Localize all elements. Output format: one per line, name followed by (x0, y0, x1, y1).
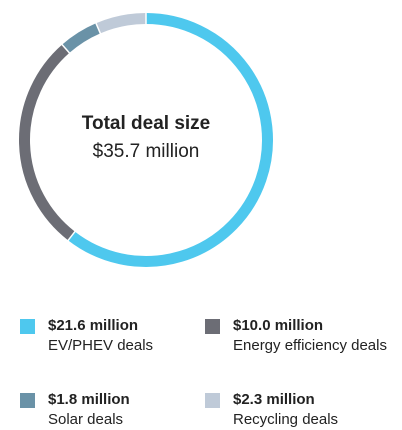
legend-label: Solar deals (48, 411, 123, 428)
segment-gap (93, 17, 104, 39)
legend-swatch (20, 319, 35, 334)
donut-segment (68, 13, 273, 267)
legend-value: $2.3 million (233, 391, 315, 408)
legend-value: $1.8 million (48, 391, 130, 408)
legend-value: $10.0 million (233, 317, 323, 334)
center-subtitle: $35.7 million (93, 141, 200, 162)
legend-swatch (20, 393, 35, 408)
legend-value: $21.6 million (48, 317, 138, 334)
donut-segment (62, 23, 101, 54)
center-title: Total deal size (82, 113, 210, 134)
segment-gap (57, 40, 74, 58)
donut-segment (19, 44, 75, 241)
legend-label: Recycling deals (233, 411, 338, 428)
legend-swatch (205, 319, 220, 334)
legend-swatch (205, 393, 220, 408)
donut-segment (95, 13, 147, 34)
legend-label: Energy efficiency deals (233, 337, 387, 354)
segment-gap (64, 226, 79, 246)
legend-label: EV/PHEV deals (48, 337, 153, 354)
